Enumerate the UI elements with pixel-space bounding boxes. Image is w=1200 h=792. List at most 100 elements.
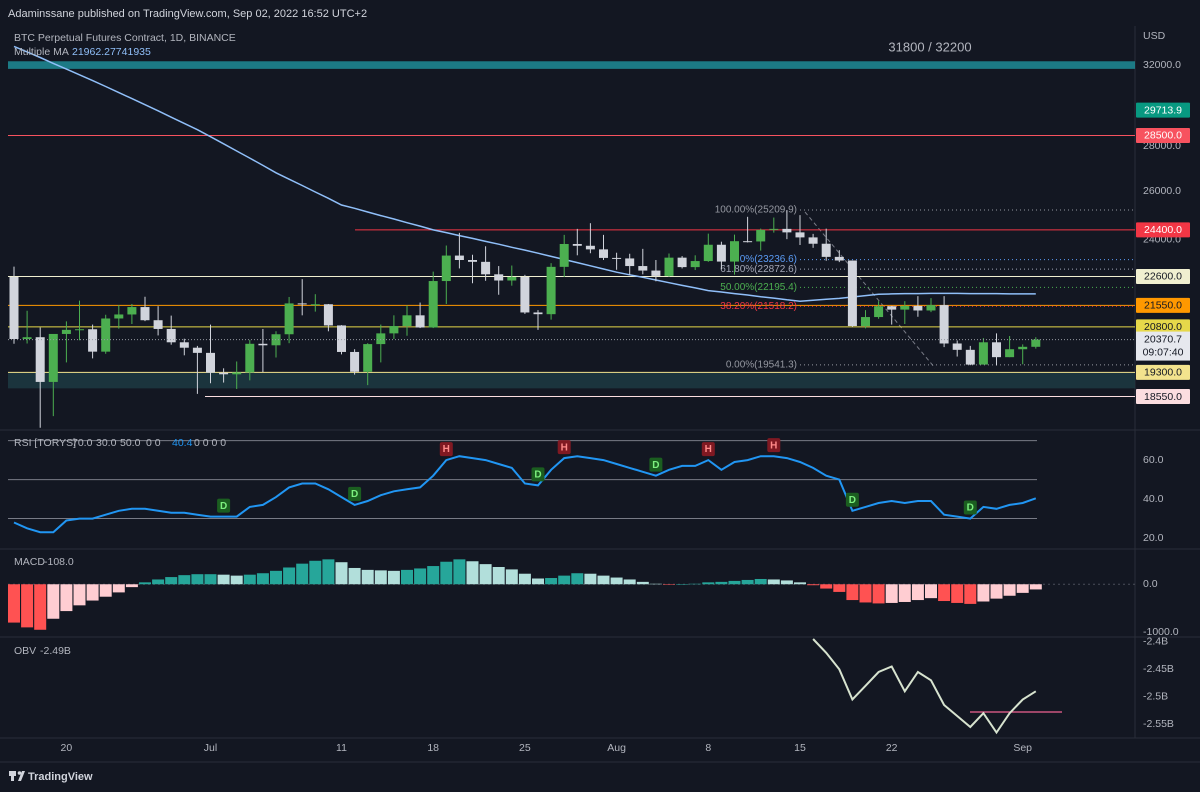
histogram-bar [846, 584, 859, 601]
signal-label: H [770, 440, 777, 451]
currency: USD [1143, 30, 1166, 42]
last-price-badge [1136, 331, 1190, 361]
macd-value: -108.0 [44, 556, 74, 568]
histogram-bar [676, 584, 689, 585]
histogram-bar [780, 580, 793, 585]
candle-body [1031, 339, 1041, 347]
histogram-bar [99, 584, 112, 597]
histogram-bar [702, 582, 715, 585]
fib-label: 61.80%(22872.6) [720, 264, 797, 275]
candle-body [206, 352, 215, 373]
candle-body [625, 258, 635, 267]
candle-body [992, 342, 1001, 358]
y-tick-label: -2.4B [1143, 636, 1168, 648]
x-tick-label: 20 [61, 742, 73, 754]
fib-label: 0%(23236.6) [740, 254, 797, 265]
candle-body [756, 229, 766, 242]
x-tick-label: 22 [886, 742, 898, 754]
signal-label: D [534, 470, 541, 481]
candle-body [179, 342, 189, 348]
candle-body [546, 266, 556, 315]
price-badge [1136, 268, 1190, 284]
candle-body [559, 243, 569, 267]
signal-box [439, 442, 453, 457]
candle-body [900, 305, 910, 310]
histogram-bar [152, 579, 165, 585]
histogram-bar [414, 568, 427, 585]
histogram-bar [990, 584, 1003, 599]
histogram-bar [833, 584, 846, 592]
candle-body [192, 347, 202, 353]
candle-body [782, 228, 792, 233]
histogram-bar [505, 569, 518, 585]
histogram-bar [47, 584, 60, 619]
histogram-bar [309, 560, 322, 585]
logo-mark [18, 771, 25, 781]
candle-body [795, 232, 805, 238]
histogram-bar [440, 561, 453, 585]
fib-label: 0.00%(19541.3) [726, 359, 797, 370]
histogram-bar [532, 578, 544, 585]
candle-body [952, 343, 962, 350]
histogram-bar [270, 570, 282, 585]
candle-body [415, 315, 425, 328]
histogram-bar [86, 584, 99, 601]
histogram-bar [296, 563, 309, 585]
fib-label: 38.20%(21518.2) [720, 301, 797, 312]
histogram-bar [204, 574, 217, 585]
candle-body [75, 329, 84, 331]
ma-name: Multiple MA [14, 46, 69, 58]
histogram-bar [571, 573, 584, 585]
histogram-bar [374, 570, 387, 585]
candle-body [821, 243, 831, 257]
rsi-param: 0 0 0 0 [194, 437, 226, 449]
histogram-bar [938, 584, 951, 602]
candle-body [9, 276, 19, 340]
indicator-line [812, 638, 1037, 735]
signal-box [649, 457, 663, 472]
signal-label: H [443, 444, 450, 455]
histogram-bar [178, 575, 191, 585]
candle-body [402, 315, 412, 327]
countdown: 09:07:40 [1143, 346, 1184, 358]
candle-body [22, 337, 32, 340]
obv-value: -2.49B [40, 645, 71, 657]
price-badge [1136, 102, 1190, 118]
candle-body [323, 304, 333, 326]
histogram-bar [165, 577, 178, 585]
histogram-bar [427, 566, 440, 585]
candle-body [481, 261, 491, 275]
candle-body [965, 349, 975, 365]
candle-body [651, 270, 661, 276]
histogram-bar [728, 580, 741, 585]
candle-body [585, 245, 595, 250]
candle-body [35, 337, 45, 382]
rsi-title: RSI [TORYS] [14, 437, 76, 449]
histogram-bar [401, 569, 413, 585]
price-badge [1136, 388, 1190, 404]
candle-body [428, 281, 438, 328]
histogram-bar [584, 573, 597, 585]
histogram-bar [636, 581, 649, 585]
histogram-bar [754, 578, 767, 585]
candle-body [284, 303, 294, 335]
histogram-bar [872, 584, 885, 604]
candle-body [1005, 349, 1015, 358]
candle-body [127, 307, 137, 315]
candle-body [612, 257, 622, 259]
candle-body [389, 326, 399, 334]
axes: 32000.028000.026000.024000.029713.928500… [61, 59, 1190, 754]
histogram-bar [794, 582, 806, 585]
candle-body [468, 260, 477, 262]
candle-body [494, 274, 504, 281]
histogram-bar [191, 574, 204, 585]
candle-body [808, 237, 818, 244]
indicator-line [13, 455, 1037, 534]
histogram-bar [387, 570, 400, 585]
histogram-bar [689, 583, 702, 585]
y-tick-label: 0.0 [1143, 578, 1158, 590]
candle-body [834, 256, 844, 261]
candle-body [690, 261, 700, 268]
